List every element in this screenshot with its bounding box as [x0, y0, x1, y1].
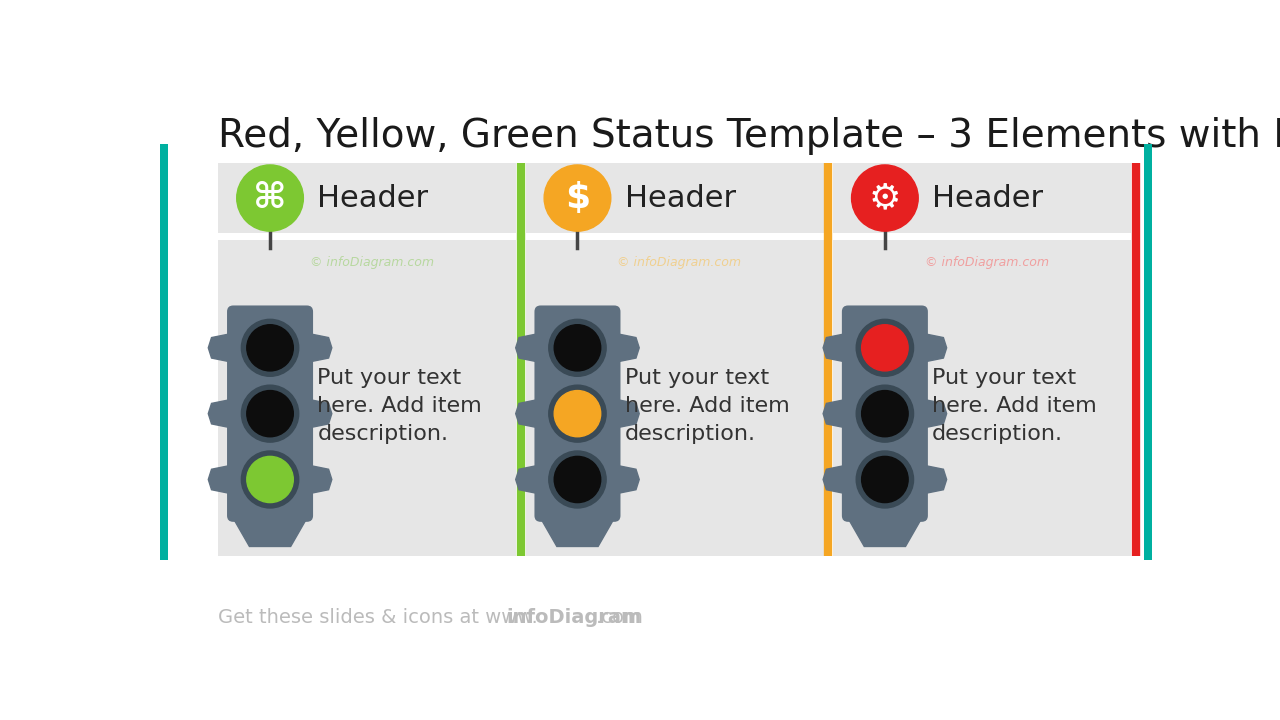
Circle shape	[242, 320, 298, 377]
FancyBboxPatch shape	[218, 240, 516, 556]
Circle shape	[861, 390, 908, 437]
Circle shape	[856, 385, 914, 442]
Text: $: $	[564, 181, 590, 215]
Bar	[1144, 144, 1152, 560]
Polygon shape	[232, 516, 308, 546]
Polygon shape	[307, 333, 332, 362]
Text: ⌘: ⌘	[253, 181, 287, 215]
Circle shape	[247, 456, 293, 503]
Text: Header: Header	[625, 184, 736, 212]
Bar	[160, 144, 168, 560]
FancyBboxPatch shape	[535, 305, 621, 522]
Polygon shape	[614, 399, 639, 428]
Circle shape	[549, 320, 607, 377]
Circle shape	[861, 456, 908, 503]
FancyBboxPatch shape	[227, 305, 314, 522]
Text: Put your text
here. Add item
description.: Put your text here. Add item description…	[932, 368, 1097, 444]
Circle shape	[851, 165, 918, 231]
Text: © infoDiagram.com: © infoDiagram.com	[617, 256, 741, 269]
Text: Get these slides & icons at www.: Get these slides & icons at www.	[218, 608, 538, 627]
Polygon shape	[307, 465, 332, 494]
Text: .com: .com	[595, 608, 644, 627]
Circle shape	[554, 325, 600, 371]
Circle shape	[247, 325, 293, 371]
FancyBboxPatch shape	[833, 240, 1132, 556]
Circle shape	[247, 390, 293, 437]
Polygon shape	[922, 399, 947, 428]
Text: infoDiagram: infoDiagram	[507, 608, 641, 627]
Polygon shape	[516, 399, 540, 428]
Circle shape	[549, 385, 607, 442]
Text: © infoDiagram.com: © infoDiagram.com	[924, 256, 1048, 269]
Polygon shape	[823, 465, 849, 494]
Polygon shape	[823, 333, 849, 362]
Polygon shape	[539, 516, 616, 546]
Circle shape	[237, 165, 303, 231]
Text: Put your text
here. Add item
description.: Put your text here. Add item description…	[625, 368, 790, 444]
Circle shape	[549, 451, 607, 508]
Text: Put your text
here. Add item
description.: Put your text here. Add item description…	[317, 368, 483, 444]
Circle shape	[554, 456, 600, 503]
Polygon shape	[614, 465, 639, 494]
FancyBboxPatch shape	[218, 163, 516, 233]
FancyBboxPatch shape	[526, 163, 823, 233]
Circle shape	[861, 325, 908, 371]
Polygon shape	[516, 465, 540, 494]
Polygon shape	[516, 333, 540, 362]
Text: Red, Yellow, Green Status Template – 3 Elements with Description: Red, Yellow, Green Status Template – 3 E…	[218, 117, 1280, 156]
FancyBboxPatch shape	[842, 305, 928, 522]
Polygon shape	[209, 399, 233, 428]
Text: © infoDiagram.com: © infoDiagram.com	[310, 256, 434, 269]
Polygon shape	[846, 516, 923, 546]
FancyBboxPatch shape	[833, 163, 1132, 233]
Circle shape	[242, 451, 298, 508]
Polygon shape	[307, 399, 332, 428]
Polygon shape	[823, 399, 849, 428]
Polygon shape	[209, 333, 233, 362]
Polygon shape	[614, 333, 639, 362]
Text: Header: Header	[932, 184, 1043, 212]
Text: ⚙: ⚙	[869, 181, 901, 215]
Circle shape	[554, 390, 600, 437]
Circle shape	[242, 385, 298, 442]
Circle shape	[856, 320, 914, 377]
Text: Header: Header	[317, 184, 429, 212]
Circle shape	[856, 451, 914, 508]
Polygon shape	[922, 465, 947, 494]
Polygon shape	[922, 333, 947, 362]
FancyBboxPatch shape	[526, 240, 823, 556]
Polygon shape	[209, 465, 233, 494]
Circle shape	[544, 165, 611, 231]
